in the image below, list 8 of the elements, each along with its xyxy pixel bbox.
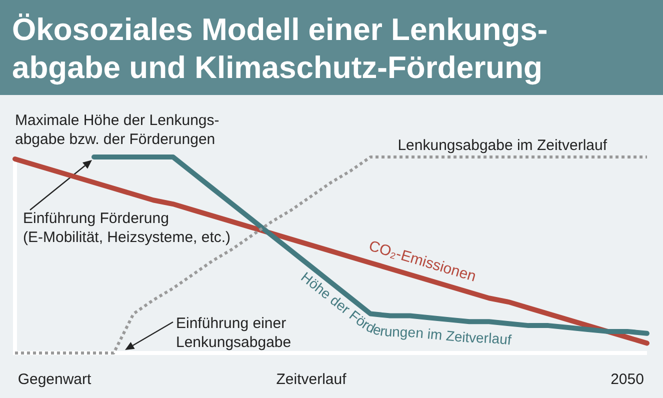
series-label: Lenkungsabgabe im Zeitverlauf: [398, 137, 608, 154]
annotation: Einführung einer Lenkungsabgabe: [176, 315, 292, 351]
chart-title: Ökosoziales Modell einer Lenkungs- abgabe und Klimaschutz-Förderung: [12, 12, 548, 85]
x-tick-label: Gegenwart: [18, 371, 92, 388]
annotation: Einführung Förderung (E-Mobilität, Heizsysteme, etc.): [23, 210, 231, 246]
x-tick-label: 2050: [610, 371, 644, 388]
x-tick-label: Zeitverlauf: [276, 371, 348, 388]
text: Maximale Höhe der Lenkungs- abgabe bzw. der Förderungen: [15, 112, 220, 148]
